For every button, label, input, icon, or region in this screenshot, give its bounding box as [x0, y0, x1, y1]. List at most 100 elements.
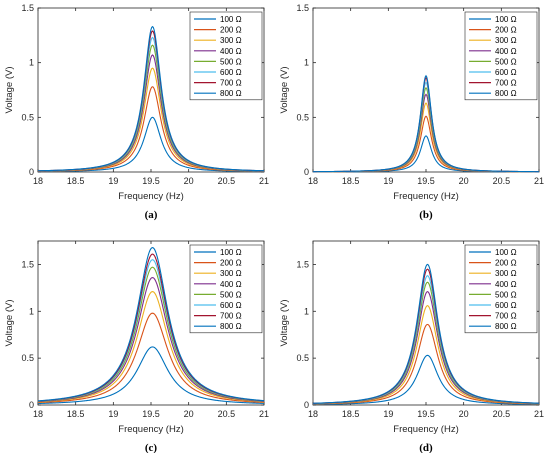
- y-axis-label: Voltage (V): [279, 300, 290, 347]
- y-axis-label: Voltage (V): [4, 300, 15, 347]
- series-line-200-ohm: [313, 115, 539, 173]
- x-tick-label: 20: [184, 409, 194, 419]
- series-line-800-ohm: [37, 246, 265, 402]
- chart-panel-c: 18 18.5 19 19.5 20 20.5 21 0 0.5 1 1.5 Frequency (H…: [0, 227, 275, 454]
- x-tick-label: 19: [383, 409, 393, 419]
- x-tick-label: 19.5: [417, 176, 435, 186]
- legend-label: 700 Ω: [220, 79, 242, 88]
- legend-label: 300 Ω: [495, 269, 517, 278]
- x-tick-label: 21: [534, 409, 544, 419]
- series-line-300-ohm: [37, 291, 265, 403]
- y-tick-label: 0: [29, 167, 34, 177]
- y-tick-label: 0: [29, 400, 34, 410]
- legend-label: 200 Ω: [220, 26, 242, 35]
- x-tick-label: 18.5: [67, 176, 85, 186]
- y-tick-label: 1: [304, 306, 309, 316]
- legend-label: 200 Ω: [220, 259, 242, 268]
- legend-box: [189, 11, 263, 101]
- x-tick-label: 20.5: [493, 409, 511, 419]
- x-axis-label: Frequency (Hz): [118, 424, 183, 435]
- legend-label: 400 Ω: [495, 47, 517, 56]
- legend-label: 300 Ω: [220, 36, 242, 45]
- chart-panel-b: 18 18.5 19 19.5 20 20.5 21 0 0.5 1 1.5 Frequency (H…: [275, 0, 550, 227]
- x-tick-label: 20.5: [493, 176, 511, 186]
- x-tick-label: 19.5: [142, 409, 160, 419]
- legend-label: 200 Ω: [495, 259, 517, 268]
- x-tick-label: 21: [534, 176, 544, 186]
- x-tick-label: 18: [33, 409, 43, 419]
- series-group-d: [312, 263, 540, 405]
- y-tick-label: 0.5: [296, 112, 309, 122]
- legend-label: 400 Ω: [220, 280, 242, 289]
- series-group-c: [37, 246, 265, 405]
- legend-label: 100 Ω: [495, 15, 517, 24]
- y-tick-label: 0: [304, 400, 309, 410]
- y-axis-label: Voltage (V): [279, 67, 290, 114]
- panel-label-c: (c): [145, 442, 158, 453]
- legend-label: 600 Ω: [495, 301, 517, 310]
- chart-svg-d: 18 18.5 19 19.5 20 20.5 21 0 0.5 1 1.5 Frequency (H…: [279, 240, 544, 453]
- chart-svg-b: 18 18.5 19 19.5 20 20.5 21 0 0.5 1 1.5 Frequency (H…: [279, 3, 544, 221]
- y-axis-label: Voltage (V): [4, 67, 15, 114]
- chart-panel-a: 18 18.5 19 19.5 20 20.5 21 0 0.5 1 1.5 Frequency (H…: [0, 0, 275, 227]
- x-tick-label: 18.5: [342, 176, 360, 186]
- y-tick-label: 0.5: [21, 112, 34, 122]
- x-tick-label: 20.5: [218, 176, 236, 186]
- panel-label-b: (b): [419, 209, 433, 221]
- y-tick-label: 1.5: [21, 259, 34, 269]
- y-tick-label: 0: [304, 167, 309, 177]
- legend-label: 100 Ω: [495, 248, 517, 257]
- series-line-800-ohm: [313, 74, 539, 173]
- legend-label: 700 Ω: [495, 312, 517, 321]
- x-tick-label: 20: [459, 176, 469, 186]
- legend-label: 700 Ω: [495, 79, 517, 88]
- legend-label: 800 Ω: [495, 322, 517, 331]
- x-tick-label: 19.5: [417, 409, 435, 419]
- y-tick-label: 1.5: [21, 3, 34, 13]
- x-tick-label: 18: [308, 409, 318, 419]
- legend-label: 500 Ω: [220, 290, 242, 299]
- x-tick-label: 20.5: [218, 409, 236, 419]
- legend-label: 400 Ω: [495, 280, 517, 289]
- series-line-400-ohm: [313, 93, 539, 173]
- chart-panel-d: 18 18.5 19 19.5 20 20.5 21 0 0.5 1 1.5 Frequency (H…: [275, 227, 550, 454]
- y-tick-label: 1.5: [296, 3, 309, 13]
- series-line-300-ohm: [313, 102, 539, 173]
- legend-box: [464, 11, 538, 101]
- series-group-a: [37, 25, 265, 173]
- series-line-800-ohm: [37, 25, 265, 172]
- chart-svg-a: 18 18.5 19 19.5 20 20.5 21 0 0.5 1 1.5 Frequency (H…: [4, 3, 269, 221]
- legend-label: 600 Ω: [220, 301, 242, 310]
- series-line-100-ohm: [312, 354, 540, 405]
- panel-label-d: (d): [419, 442, 433, 453]
- x-axis-label: Frequency (Hz): [393, 424, 458, 435]
- legend-label: 100 Ω: [220, 15, 242, 24]
- legend-label: 300 Ω: [495, 36, 517, 45]
- y-tick-label: 0.5: [296, 353, 309, 363]
- series-line-500-ohm: [312, 86, 540, 173]
- series-line-100-ohm: [37, 116, 265, 173]
- legend-label: 600 Ω: [495, 68, 517, 77]
- x-axis-label: Frequency (Hz): [118, 191, 183, 202]
- x-tick-label: 19.5: [142, 176, 160, 186]
- x-tick-label: 19: [108, 409, 118, 419]
- series-line-100-ohm: [313, 135, 539, 173]
- legend-label: 400 Ω: [220, 47, 242, 56]
- x-tick-label: 20: [459, 409, 469, 419]
- series-line-100-ohm: [37, 346, 265, 405]
- y-tick-label: 1.5: [296, 259, 309, 269]
- y-tick-label: 0.5: [21, 353, 34, 363]
- y-tick-label: 1: [29, 306, 34, 316]
- x-tick-label: 19: [108, 176, 118, 186]
- series-line-200-ohm: [312, 323, 540, 405]
- x-axis-label: Frequency (Hz): [393, 191, 458, 202]
- legend-label: 500 Ω: [495, 57, 517, 66]
- x-tick-label: 18.5: [342, 409, 360, 419]
- x-tick-label: 21: [259, 176, 269, 186]
- legend-label: 800 Ω: [220, 89, 242, 98]
- legend-box: [464, 244, 538, 334]
- legend-label: 500 Ω: [495, 290, 517, 299]
